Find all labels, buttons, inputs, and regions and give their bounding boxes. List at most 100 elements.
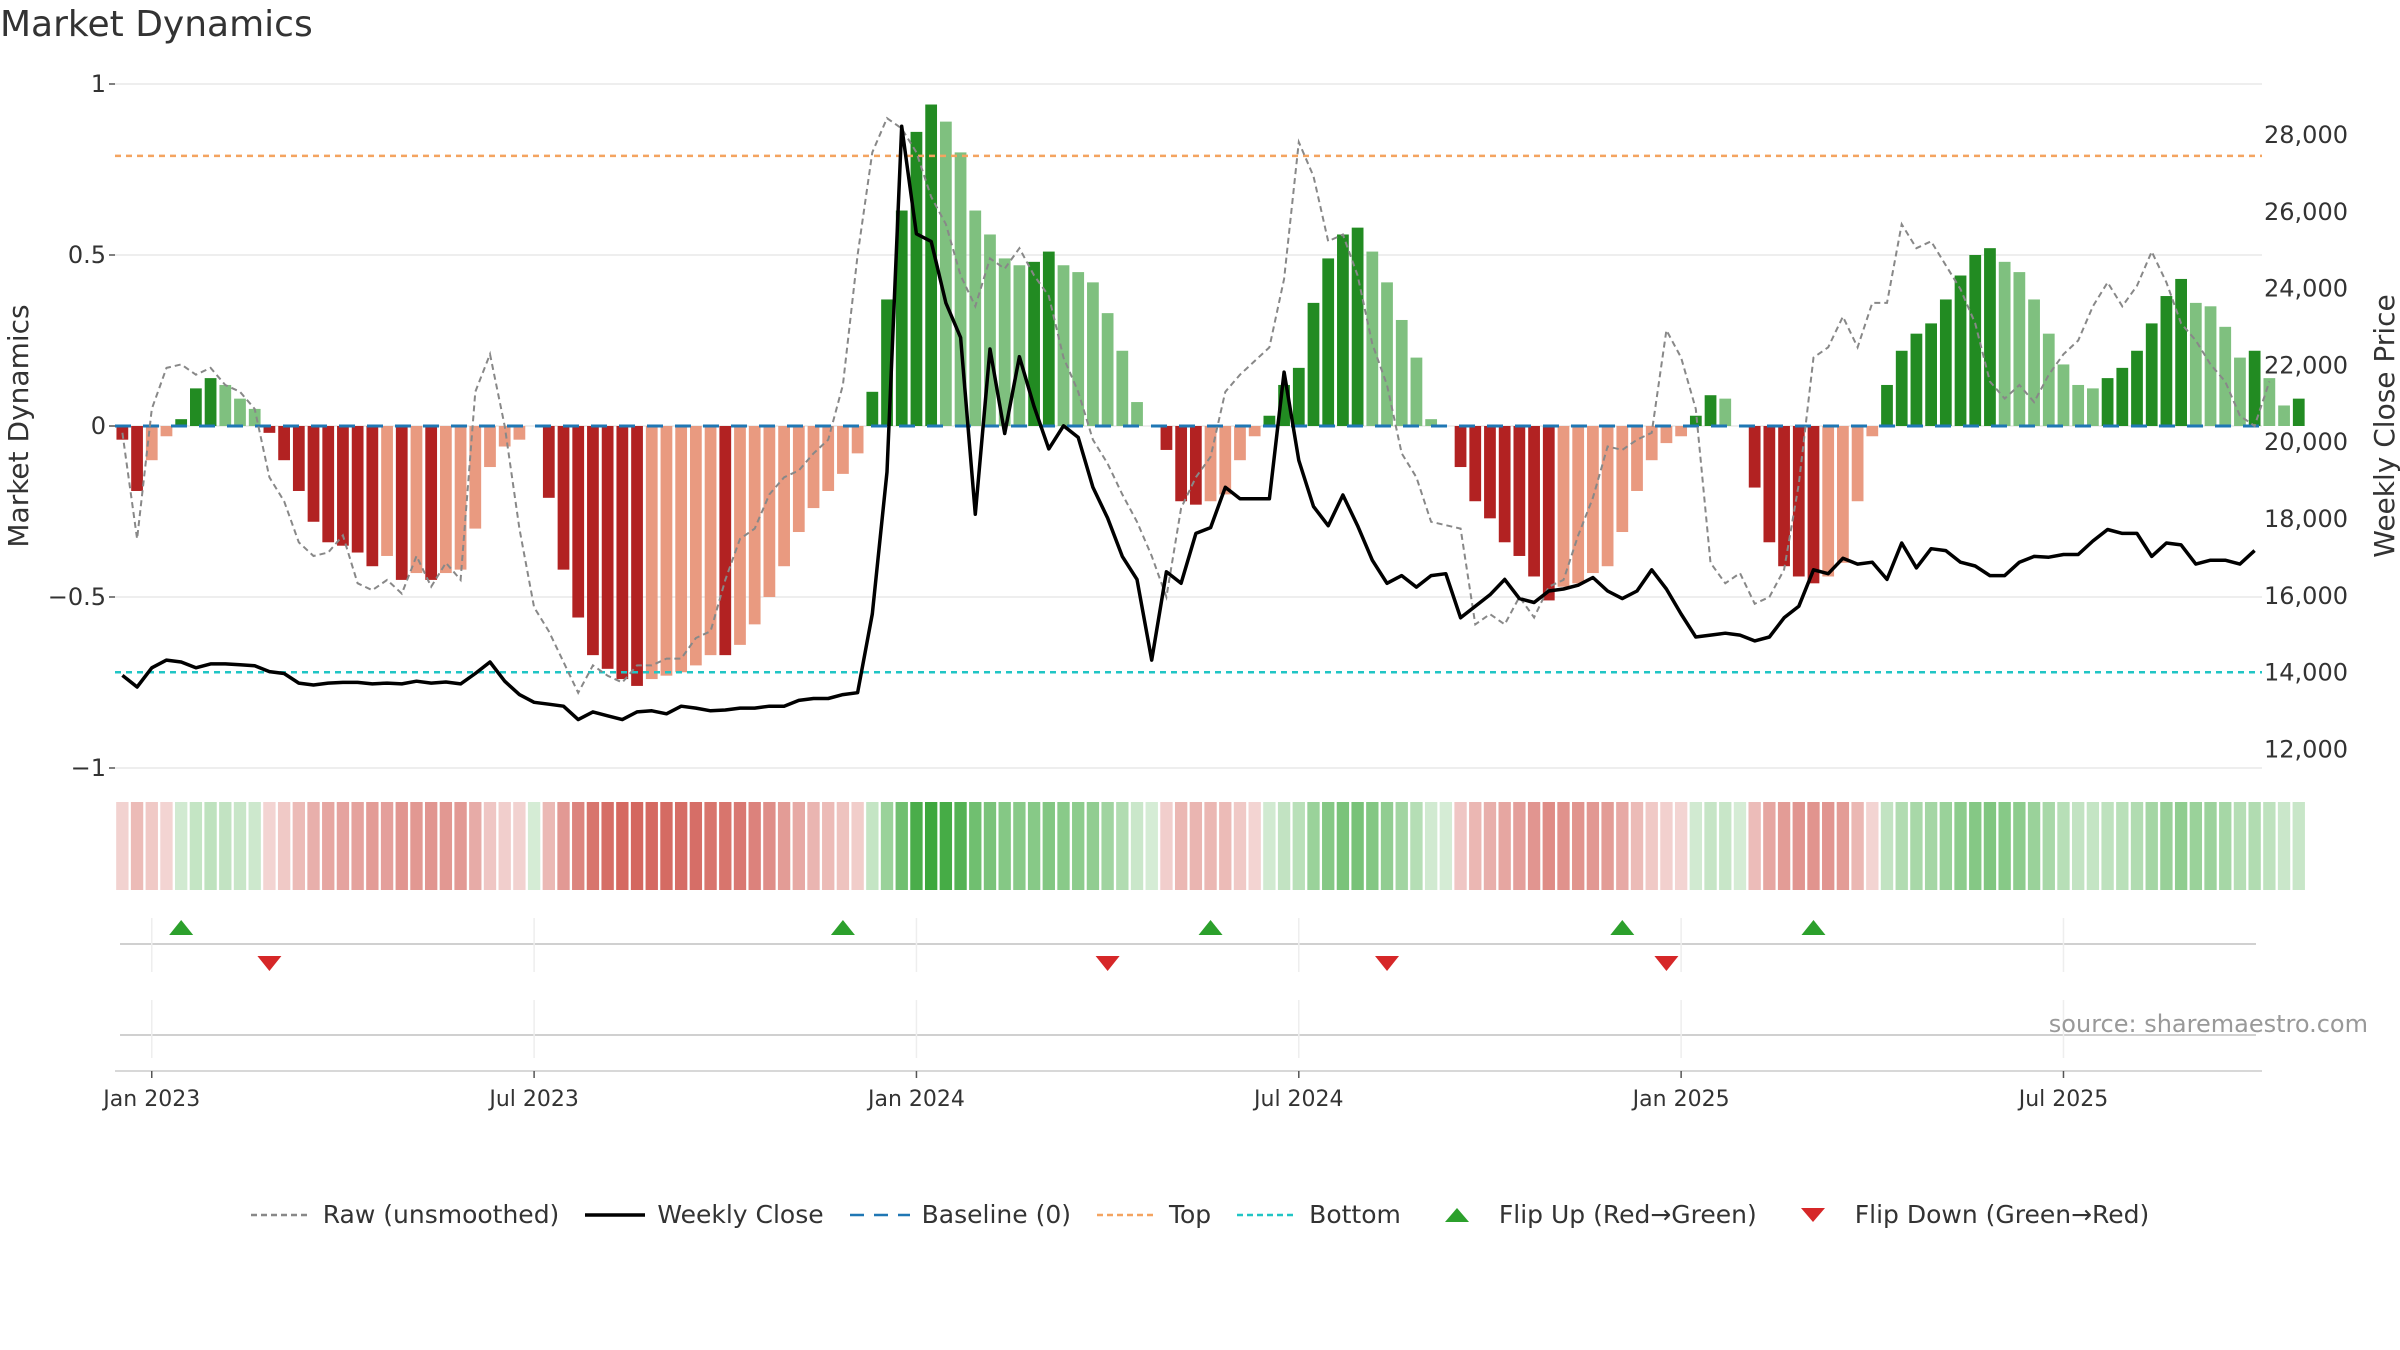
dynamics-bar	[1910, 333, 1923, 426]
heat-cell	[1292, 802, 1305, 890]
heat-cell	[2292, 802, 2305, 890]
y-tick-label: −0.5	[48, 583, 106, 611]
heat-cell	[1807, 802, 1820, 890]
dynamics-bar	[1822, 426, 1835, 577]
dynamics-bar	[587, 426, 599, 656]
heat-cell	[1895, 802, 1908, 890]
dynamics-bar	[2175, 278, 2187, 426]
heat-cell	[660, 802, 673, 890]
flip-markers: Jan 2023 Jul 2023 Jan 2024 Jul 2024 Jan 2025…	[101, 918, 2262, 1112]
heat-cell	[1719, 802, 1732, 890]
heat-cell	[1130, 802, 1144, 890]
heat-cell	[836, 802, 850, 890]
dynamics-bar	[1645, 426, 1658, 461]
heat-cell	[498, 802, 511, 890]
legend-label: Weekly Close	[657, 1200, 824, 1229]
heat-cell	[1410, 802, 1423, 890]
legend-swatch	[1800, 1207, 1825, 1222]
x-tick-label: Jul 2025	[2017, 1087, 2109, 1112]
dynamics-bar	[1131, 402, 1143, 426]
heat-cell	[1733, 802, 1747, 890]
dynamics-bar	[1542, 426, 1555, 601]
heat-cell	[1792, 802, 1805, 890]
heat-cell	[939, 802, 953, 890]
heat-cell	[1322, 802, 1335, 890]
dynamics-bar	[1807, 426, 1820, 584]
legend-item-raw: Raw (unsmoothed)	[250, 1200, 559, 1229]
y2-tick-label: 28,000	[2264, 121, 2348, 149]
dynamics-bar	[1778, 426, 1790, 567]
heat-cell	[1586, 802, 1600, 890]
dynamics-bar	[601, 426, 614, 669]
dynamics-bar	[1939, 299, 1952, 426]
dynamics-bar	[866, 391, 879, 426]
heat-cell	[792, 802, 805, 890]
dynamics-bar	[1219, 426, 1232, 495]
heat-cell	[1983, 802, 1997, 890]
heat-cell	[322, 802, 335, 890]
dynamics-bar	[2087, 388, 2099, 426]
y-tick-label: 0.5	[68, 241, 106, 269]
heat-cell	[410, 802, 423, 890]
heat-cell	[1145, 802, 1158, 890]
dynamics-bar	[513, 426, 526, 440]
heat-cell	[822, 802, 835, 890]
heat-cell	[1704, 802, 1717, 890]
heat-cell	[1998, 802, 2011, 890]
dynamics-bar	[2057, 364, 2070, 426]
dynamics-bar	[954, 152, 967, 426]
dynamics-bar	[1072, 272, 1085, 426]
dynamics-bar	[2204, 306, 2217, 426]
legend-flip-down-icon	[1800, 1207, 1825, 1222]
dynamics-bar	[1631, 426, 1643, 491]
x-tick-label: Jan 2023	[101, 1087, 200, 1112]
dynamics-bar	[1322, 258, 1335, 426]
dynamics-bar	[1689, 415, 1702, 426]
dynamics-bar	[1792, 426, 1805, 577]
dynamics-bar	[1395, 319, 1408, 426]
legend-label: Bottom	[1309, 1200, 1401, 1229]
heat-cell	[807, 802, 820, 890]
legend-swatch	[1096, 1213, 1157, 1216]
dynamics-bar	[2234, 357, 2246, 426]
heat-cell	[1042, 802, 1055, 890]
heat-cell	[1645, 802, 1658, 890]
dynamics-bar	[1116, 350, 1129, 426]
dynamics-bar	[278, 426, 290, 461]
dynamics-bar	[557, 426, 570, 570]
heat-cell	[513, 802, 526, 890]
heat-cell	[2086, 802, 2100, 890]
heat-cell	[160, 802, 173, 890]
bars-layer	[116, 104, 2305, 686]
dynamics-bar	[1748, 426, 1761, 488]
dynamics-bar	[1454, 426, 1467, 468]
dynamics-bar	[1292, 367, 1305, 426]
dynamics-bar	[542, 426, 555, 498]
dynamics-bar	[2101, 378, 2114, 426]
heat-cell	[1674, 802, 1688, 890]
dynamics-bar	[1469, 426, 1482, 502]
heat-cell	[557, 802, 570, 890]
legend-swatch	[849, 1213, 910, 1216]
heat-cell	[469, 802, 482, 890]
dynamics-bar	[675, 426, 688, 673]
source-label: source: sharemaestro.com	[2048, 1010, 2368, 1038]
dynamics-bar	[1057, 265, 1070, 426]
heat-cell	[1542, 802, 1555, 890]
dynamics-bar	[792, 426, 805, 533]
dynamics-bar	[1278, 384, 1290, 426]
heat-cell	[2219, 802, 2232, 890]
dynamics-bar	[1410, 357, 1423, 426]
dynamics-bar	[190, 388, 202, 426]
heat-cell	[1174, 802, 1188, 890]
heat-cell	[969, 802, 982, 890]
dynamics-bar	[410, 426, 423, 574]
legend-label: Baseline (0)	[921, 1200, 1071, 1229]
dynamics-bar	[1719, 398, 1732, 426]
dynamics-bar	[1234, 426, 1246, 461]
dynamics-bar	[1042, 251, 1055, 426]
heat-cell	[1307, 802, 1320, 890]
heat-cell	[219, 802, 232, 890]
dynamics-bar	[337, 426, 349, 546]
dynamics-bar	[307, 426, 320, 522]
